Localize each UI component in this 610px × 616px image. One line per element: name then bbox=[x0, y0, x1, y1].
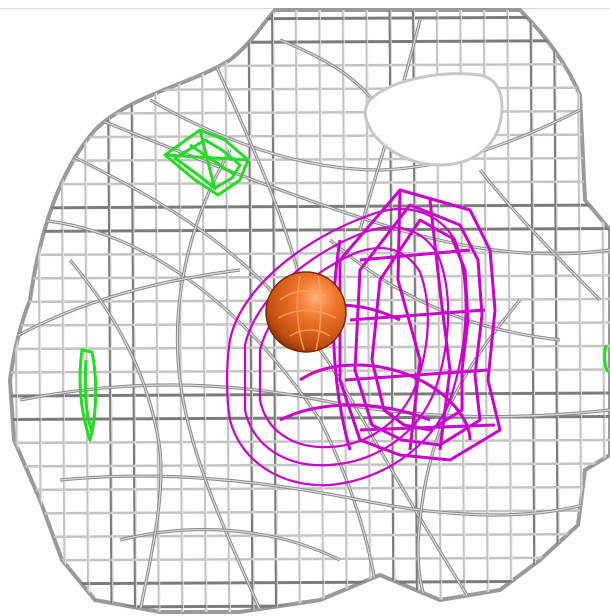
mesh-grid-line-horizontal bbox=[10, 391, 610, 398]
mesh-grid-line-vertical bbox=[553, 10, 560, 612]
mesh-grid-highlight bbox=[202, 10, 208, 612]
mesh-grid-line-horizontal bbox=[10, 603, 610, 609]
mesh-grid-line-horizontal bbox=[10, 438, 610, 445]
mesh-contour-curve bbox=[59, 474, 601, 517]
negative-density-contour bbox=[78, 348, 98, 442]
mesh-grid-line-horizontal bbox=[10, 180, 610, 186]
mesh-contour-curve-highlight bbox=[69, 259, 162, 612]
mesh-grid-line-vertical bbox=[177, 10, 184, 612]
mesh-grid-line-horizontal bbox=[10, 509, 610, 515]
mesh-contour-curve bbox=[175, 149, 262, 611]
positive-density-contour bbox=[353, 203, 484, 447]
mesh-grid-highlight bbox=[249, 10, 255, 612]
mesh-contour-curve-highlight bbox=[119, 529, 341, 561]
mesh-grid-line-horizontal bbox=[10, 203, 610, 210]
mesh-contour-curve-highlight bbox=[479, 169, 601, 301]
positive-density-contour bbox=[225, 207, 467, 487]
positive-density-contour bbox=[428, 199, 452, 451]
positive-density-contour bbox=[279, 403, 431, 422]
mesh-contour-curve bbox=[478, 169, 602, 302]
mesh-contour-curve-highlight bbox=[329, 239, 561, 341]
mesh-grid-line-vertical bbox=[247, 10, 255, 612]
mesh-hole bbox=[363, 72, 504, 167]
mesh-grid-line-vertical bbox=[200, 10, 208, 612]
negative-difference-density bbox=[78, 128, 610, 442]
mesh-grid-line-vertical bbox=[529, 10, 537, 612]
mesh-grid-line-horizontal bbox=[10, 532, 610, 539]
mesh-grid-line-horizontal bbox=[10, 62, 610, 69]
mesh-grid-line-horizontal bbox=[10, 368, 610, 374]
mesh-grid-line-horizontal bbox=[10, 86, 610, 92]
mesh-grid-line-horizontal bbox=[10, 109, 610, 116]
mesh-grid-line-horizontal bbox=[10, 39, 610, 45]
positive-density-contour bbox=[299, 363, 472, 441]
mesh-grid-line-horizontal bbox=[10, 227, 610, 233]
mesh-grid-highlight bbox=[132, 10, 137, 612]
mesh-grid-line-horizontal bbox=[10, 133, 610, 139]
positive-density-contour bbox=[243, 226, 450, 467]
negative-density-contour bbox=[83, 359, 94, 433]
mesh-grid-line-horizontal bbox=[10, 15, 610, 22]
positive-density-contour bbox=[338, 188, 502, 462]
mesh-grid-highlight bbox=[555, 10, 560, 612]
mesh-grid-highlight bbox=[531, 10, 537, 612]
mesh-contour-curve-highlight bbox=[417, 299, 521, 612]
positive-density-contour bbox=[396, 189, 422, 451]
positive-density-contour bbox=[344, 248, 496, 432]
mesh-grid-line-horizontal bbox=[10, 485, 610, 492]
positive-density-contour bbox=[258, 247, 429, 449]
mesh-contour-curve-highlight bbox=[39, 219, 381, 611]
mesh-grid-highlight bbox=[179, 10, 184, 612]
positive-density-contour bbox=[370, 218, 470, 432]
negative-density-contour bbox=[603, 344, 610, 373]
mesh-grid-line-horizontal bbox=[10, 156, 610, 163]
mesh-contour-curve-highlight bbox=[59, 475, 601, 516]
mesh-contour-curve-highlight bbox=[149, 99, 581, 171]
mesh-contour-curve-highlight bbox=[10, 269, 241, 341]
mesh-grid-highlight bbox=[14, 10, 20, 612]
negative-density-contour bbox=[163, 128, 250, 197]
mesh-contour-curve-highlight bbox=[176, 149, 261, 611]
negative-density-contour bbox=[173, 138, 242, 190]
metal-atom-sphere bbox=[265, 271, 347, 353]
mesh-grid-line-horizontal bbox=[10, 579, 610, 586]
mesh-grid-line-vertical bbox=[130, 10, 137, 612]
mesh-grid-line-vertical bbox=[12, 10, 20, 612]
mesh-contour-curve-highlight bbox=[19, 384, 610, 418]
mesh-grid-line-vertical bbox=[600, 10, 607, 612]
mesh-grid-line-horizontal bbox=[10, 556, 610, 562]
negative-density-contour bbox=[164, 129, 249, 191]
